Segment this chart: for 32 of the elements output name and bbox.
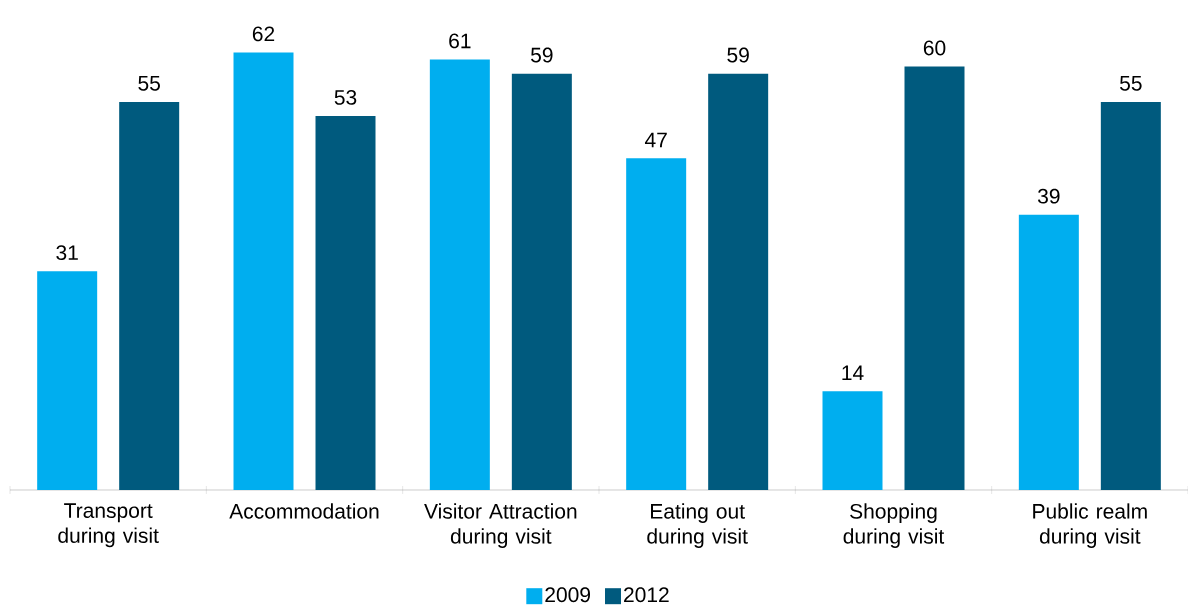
data-label: 59	[531, 47, 553, 63]
data-label: 60	[923, 40, 946, 56]
data-label: 59	[727, 47, 749, 63]
x-tick-label: Visitor Attraction during visit	[424, 503, 577, 548]
data-label: 31	[56, 245, 78, 261]
data-label: 62	[252, 26, 275, 42]
bar	[37, 271, 98, 490]
bar	[315, 116, 376, 490]
data-label: 14	[842, 365, 864, 381]
legend-label: 2009	[545, 587, 591, 603]
bar	[511, 73, 572, 490]
data-label: 61	[449, 33, 471, 49]
data-label: 55	[1120, 76, 1142, 91]
legend-label: 2012	[624, 587, 669, 603]
x-tick-label: Eating out during visit	[647, 503, 748, 548]
x-tick-label: Shopping during visit	[843, 503, 945, 548]
data-label: 55	[138, 76, 160, 91]
bar	[119, 101, 180, 490]
bar	[1100, 101, 1161, 490]
bar	[822, 391, 883, 490]
bar	[708, 73, 769, 490]
bar	[1018, 214, 1079, 490]
x-tick-label: Public realm during visit	[1033, 503, 1147, 548]
data-label: 47	[644, 132, 667, 148]
bar	[233, 52, 294, 490]
bar	[626, 158, 687, 490]
bar	[904, 66, 965, 490]
bar	[429, 59, 490, 490]
data-label: 53	[334, 89, 357, 105]
x-tick-label: Transport during visit	[58, 503, 159, 548]
x-tick-label: Accommodation	[229, 503, 379, 519]
data-label: 39	[1037, 188, 1060, 204]
